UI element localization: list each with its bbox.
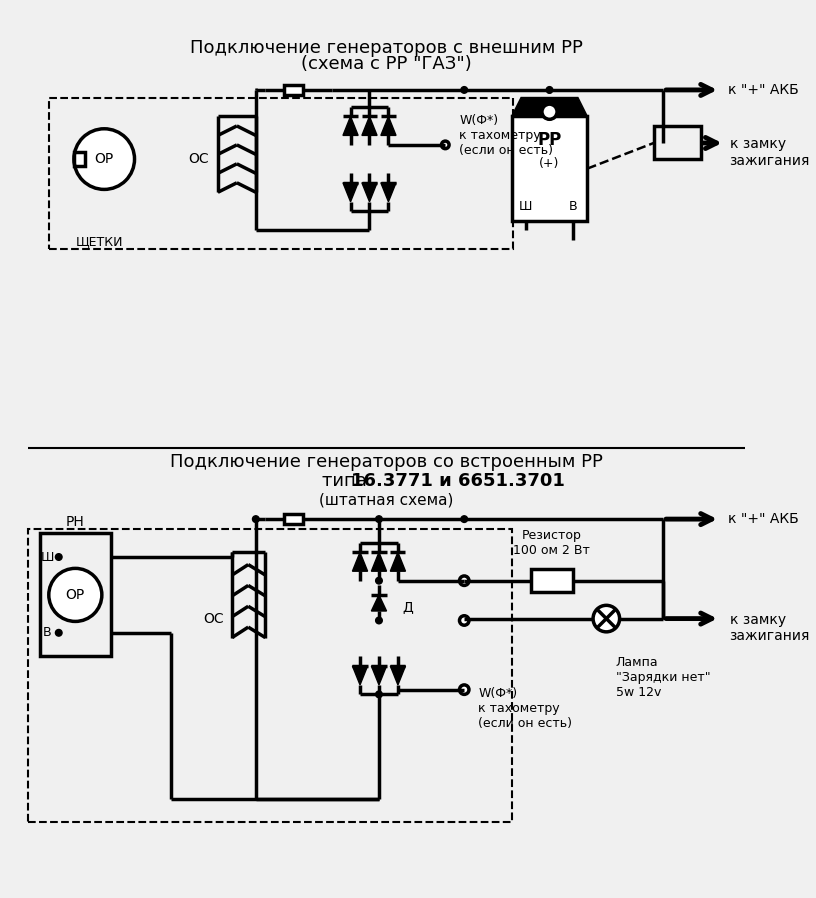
Circle shape <box>74 128 135 189</box>
Circle shape <box>459 685 469 694</box>
Text: к "+" АКБ: к "+" АКБ <box>728 83 798 97</box>
Bar <box>29 529 512 823</box>
Text: ЩЕТКИ: ЩЕТКИ <box>76 235 123 248</box>
Polygon shape <box>381 117 396 136</box>
Circle shape <box>461 86 468 93</box>
Polygon shape <box>362 117 377 136</box>
Bar <box>512 117 588 221</box>
Text: ОС: ОС <box>188 152 209 166</box>
Text: В: В <box>569 200 578 213</box>
Text: ОР: ОР <box>66 588 85 602</box>
Circle shape <box>375 577 382 584</box>
Text: Д: Д <box>402 600 414 614</box>
Polygon shape <box>343 183 358 202</box>
Text: к "+" АКБ: к "+" АКБ <box>728 512 798 526</box>
Polygon shape <box>371 594 387 611</box>
Circle shape <box>442 142 449 148</box>
Circle shape <box>375 617 382 624</box>
Text: РН: РН <box>66 515 85 529</box>
Text: РР: РР <box>538 131 561 149</box>
Polygon shape <box>353 666 367 685</box>
Bar <box>284 85 304 94</box>
Text: Резистор
100 ом 2 Вт: Резистор 100 ом 2 Вт <box>513 529 590 557</box>
Circle shape <box>252 515 259 523</box>
Text: В: В <box>43 626 51 639</box>
Circle shape <box>546 86 552 93</box>
Polygon shape <box>362 183 377 202</box>
Bar <box>530 569 573 592</box>
Text: W(Ф*)
к тахометру
(если он есть): W(Ф*) к тахометру (если он есть) <box>478 687 573 730</box>
Text: ОР: ОР <box>95 152 114 166</box>
Polygon shape <box>371 666 387 685</box>
Circle shape <box>593 605 619 632</box>
Bar <box>49 98 513 249</box>
Bar <box>40 533 111 656</box>
Text: Ш: Ш <box>41 550 54 564</box>
Circle shape <box>55 554 62 560</box>
Circle shape <box>459 616 469 625</box>
Polygon shape <box>390 552 406 571</box>
Circle shape <box>542 104 557 119</box>
Text: к замку
зажигания: к замку зажигания <box>730 137 809 168</box>
Text: Ш: Ш <box>519 200 533 213</box>
Polygon shape <box>343 117 358 136</box>
Circle shape <box>49 568 102 621</box>
Circle shape <box>461 617 468 624</box>
Text: типа: типа <box>322 472 379 490</box>
Circle shape <box>55 629 62 636</box>
Text: 16.3771 и 6651.3701: 16.3771 и 6651.3701 <box>351 472 565 490</box>
Polygon shape <box>353 552 367 571</box>
Polygon shape <box>512 98 588 117</box>
Circle shape <box>459 576 469 585</box>
Text: Лампа
"Зарядки нет"
5w 12v: Лампа "Зарядки нет" 5w 12v <box>616 656 711 700</box>
Bar <box>74 153 85 166</box>
Polygon shape <box>381 183 396 202</box>
Text: к замку
зажигания: к замку зажигания <box>730 613 809 643</box>
Text: Подключение генераторов с внешним РР: Подключение генераторов с внешним РР <box>190 40 583 57</box>
Circle shape <box>375 515 382 523</box>
Text: W(Ф*)
к тахометру
(если он есть): W(Ф*) к тахометру (если он есть) <box>459 114 553 157</box>
Text: (+): (+) <box>539 157 560 171</box>
Circle shape <box>441 141 449 149</box>
Polygon shape <box>390 666 406 685</box>
Circle shape <box>461 515 468 523</box>
Bar <box>284 515 304 524</box>
Text: (штатная схема): (штатная схема) <box>319 493 454 507</box>
Polygon shape <box>371 552 387 571</box>
Text: Подключение генераторов со встроенным РР: Подключение генераторов со встроенным РР <box>170 453 603 471</box>
Text: ОС: ОС <box>203 612 224 626</box>
Circle shape <box>375 691 382 698</box>
Bar <box>654 126 701 159</box>
Text: (схема с РР "ГАЗ"): (схема с РР "ГАЗ") <box>301 56 472 74</box>
